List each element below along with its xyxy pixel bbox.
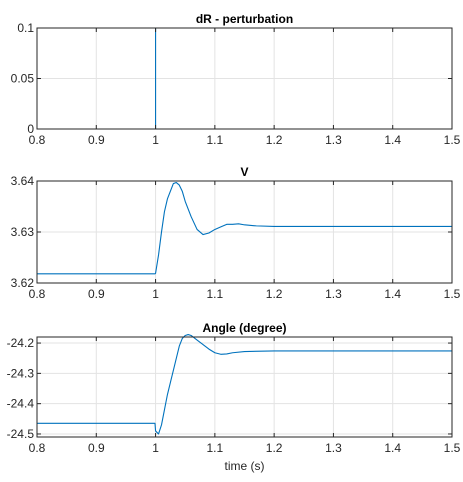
- y-tick-label: -24.4: [7, 397, 35, 411]
- x-tick-label: 0.9: [88, 441, 105, 455]
- y-tick-label: 3.62: [11, 276, 35, 290]
- chart-title: V: [240, 165, 248, 179]
- axes-box: [36, 336, 453, 438]
- x-tick-label: 1.2: [266, 133, 283, 147]
- x-tick-label: 1.2: [266, 441, 283, 455]
- x-tick-label: 1: [152, 133, 159, 147]
- x-tick-label: 1.4: [384, 441, 401, 455]
- x-tick-label: 1.1: [207, 287, 224, 301]
- subplot-2: 0.8 0.9 1 1.1 1.2 1.3 1.4 1.5 3.62 3.63 3.64 V: [11, 165, 461, 301]
- x-tick-label: 1.5: [444, 287, 461, 301]
- x-tick-label: 1.2: [266, 287, 283, 301]
- x-tick-label: 1.4: [384, 287, 401, 301]
- x-tick-label: 0.8: [29, 287, 46, 301]
- subplot-3: 0.8 0.9 1 1.1 1.2 1.3 1.4 1.5 -24.5 -24.4 -24.3 -24…: [7, 321, 461, 473]
- y-tick-label: -24.5: [7, 427, 35, 441]
- y-tick-label: 0.05: [11, 72, 35, 86]
- y-tick-label: 3.63: [11, 225, 35, 239]
- x-tick-label: 1.4: [384, 133, 401, 147]
- x-tick-label: 1.1: [207, 441, 224, 455]
- y-tick-label: 0: [27, 122, 34, 136]
- x-tick-label: 1.3: [325, 441, 342, 455]
- x-tick-label: 1: [152, 287, 159, 301]
- x-tick-label: 0.9: [88, 133, 105, 147]
- x-tick-label: 0.8: [29, 133, 46, 147]
- x-tick-label: 1.5: [444, 441, 461, 455]
- x-tick-label: 0.8: [29, 441, 46, 455]
- chart-title: Angle (degree): [202, 321, 286, 335]
- x-axis-label: time (s): [225, 459, 265, 473]
- plot-area: [37, 337, 452, 437]
- x-tick-label: 1: [152, 441, 159, 455]
- x-tick-label: 1.5: [444, 133, 461, 147]
- x-tick-label: 1.1: [207, 133, 224, 147]
- x-tick-label: 1.3: [325, 133, 342, 147]
- series-line-1: [37, 334, 452, 435]
- x-tick-label: 0.9: [88, 287, 105, 301]
- y-tick-label: 0.1: [17, 21, 34, 35]
- y-tick-label: -24.3: [7, 366, 35, 380]
- y-tick-label: 3.64: [11, 174, 35, 188]
- chart-title: dR - perturbation: [196, 12, 293, 26]
- subplot-1: 0.8 0.9 1 1.1 1.2 1.3 1.4 1.5 0 0.05 0.1 dR - pertu…: [11, 12, 461, 147]
- x-tick-label: 1.3: [325, 287, 342, 301]
- y-tick-label: -24.2: [7, 336, 35, 350]
- series-line-1: [37, 181, 452, 275]
